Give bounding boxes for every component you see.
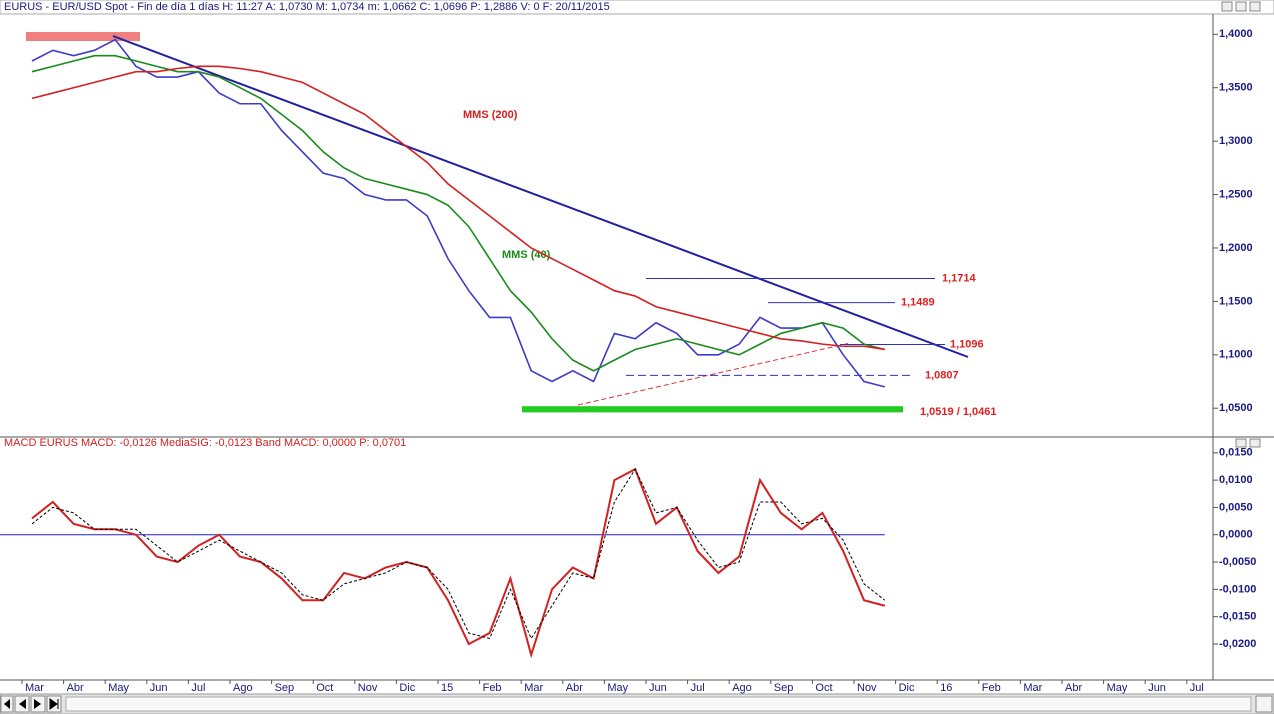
- x-tick-label: 15: [441, 682, 453, 694]
- y-tick-label: 0,0050: [1219, 501, 1253, 513]
- close-button[interactable]: [1249, 1, 1261, 12]
- y-tick-label: 1,0500: [1219, 402, 1253, 414]
- series-line: [31, 38, 885, 388]
- y-tick-label: -0,0100: [1219, 583, 1256, 595]
- x-tick-label: Nov: [857, 682, 877, 694]
- x-tick-label: 16: [940, 682, 952, 694]
- x-tick-label: Ago: [233, 682, 253, 694]
- window-buttons[interactable]: [1221, 1, 1261, 448]
- level-label: 1,1489: [901, 296, 935, 308]
- scroll-forward-icon: [34, 699, 41, 709]
- x-tick-label: Jun: [150, 682, 168, 694]
- level-label: 1,1714: [942, 272, 977, 284]
- band-label: 1,0519 / 1,0461: [920, 406, 996, 418]
- resistance-zone: [26, 32, 140, 41]
- y-tick-label: 0,0150: [1219, 447, 1253, 459]
- y-tick-label: -0,0200: [1219, 638, 1256, 650]
- x-tick-label: Dic: [899, 682, 915, 694]
- x-tick-label: Mar: [25, 682, 44, 694]
- y-tick-label: 1,3500: [1219, 82, 1253, 94]
- x-tick-label: Feb: [982, 682, 1001, 694]
- scroll-right[interactable]: [1255, 695, 1273, 713]
- x-tick-label: Oct: [316, 682, 333, 694]
- x-tick-label: Jun: [649, 682, 667, 694]
- support-trend-line: [577, 342, 851, 406]
- x-tick-label: Dic: [399, 682, 415, 694]
- y-tick-label: 1,4000: [1219, 28, 1253, 40]
- x-tick-label: Jun: [1148, 682, 1166, 694]
- chart-header: EURUS - EUR/USD Spot - Fin de día 1 días…: [4, 1, 610, 13]
- series-line: [31, 65, 885, 351]
- y-tick-label: 1,2000: [1219, 242, 1253, 254]
- x-tick-label: Abr: [566, 682, 583, 694]
- scroll-first-icon: [4, 699, 10, 709]
- level-label: 1,0807: [925, 369, 959, 381]
- series-line: [31, 467, 886, 659]
- y-tick-label: 1,1500: [1219, 295, 1253, 307]
- trend-line: [112, 35, 969, 358]
- support-band: [522, 406, 903, 413]
- minimize-button[interactable]: [1221, 1, 1233, 12]
- y-tick-label: 0,0100: [1219, 474, 1253, 486]
- x-tick-label: May: [607, 682, 628, 694]
- x-tick-label: Jul: [191, 682, 205, 694]
- y-tick-label: 1,2500: [1219, 188, 1253, 200]
- y-tick-label: -0,0050: [1219, 556, 1256, 568]
- macd-header: MACD EURUS MACD: -0,0126 MediaSIG: -0,01…: [4, 437, 406, 449]
- series-label: MMS (200): [463, 109, 518, 121]
- x-tick-label: Jul: [691, 682, 705, 694]
- x-tick-label: Feb: [483, 682, 502, 694]
- panel-close-button[interactable]: [1249, 438, 1261, 448]
- y-tick-label: 1,3000: [1219, 135, 1253, 147]
- header-bar: [0, 0, 1274, 15]
- maximize-button[interactable]: [1235, 1, 1247, 12]
- scroll-last-icon: [49, 698, 59, 710]
- y-tick-label: 0,0000: [1219, 529, 1253, 541]
- x-tick-label: May: [108, 682, 129, 694]
- x-tick-label: Abr: [67, 682, 84, 694]
- scroll-back-icon: [19, 699, 26, 709]
- x-tick-label: Nov: [358, 682, 378, 694]
- y-tick-label: 1,1000: [1219, 349, 1253, 361]
- x-tick-label: Mar: [524, 682, 543, 694]
- y-tick-label: -0,0150: [1219, 611, 1256, 623]
- panel-maximize-button[interactable]: [1235, 438, 1247, 448]
- x-tick-label: Abr: [1065, 682, 1082, 694]
- scrollbar[interactable]: [0, 693, 1274, 714]
- x-tick-label: Oct: [815, 682, 832, 694]
- series-line: [31, 54, 885, 372]
- series-line: [31, 468, 886, 640]
- x-tick-label: Ago: [732, 682, 752, 694]
- scroll-thumb[interactable]: [65, 696, 1252, 712]
- x-tick-label: May: [1107, 682, 1128, 694]
- x-tick-label: Jul: [1190, 682, 1204, 694]
- x-tick-label: Mar: [1023, 682, 1042, 694]
- level-label: 1,1096: [950, 338, 984, 350]
- x-tick-label: Sep: [774, 682, 794, 694]
- x-tick-label: Sep: [275, 682, 295, 694]
